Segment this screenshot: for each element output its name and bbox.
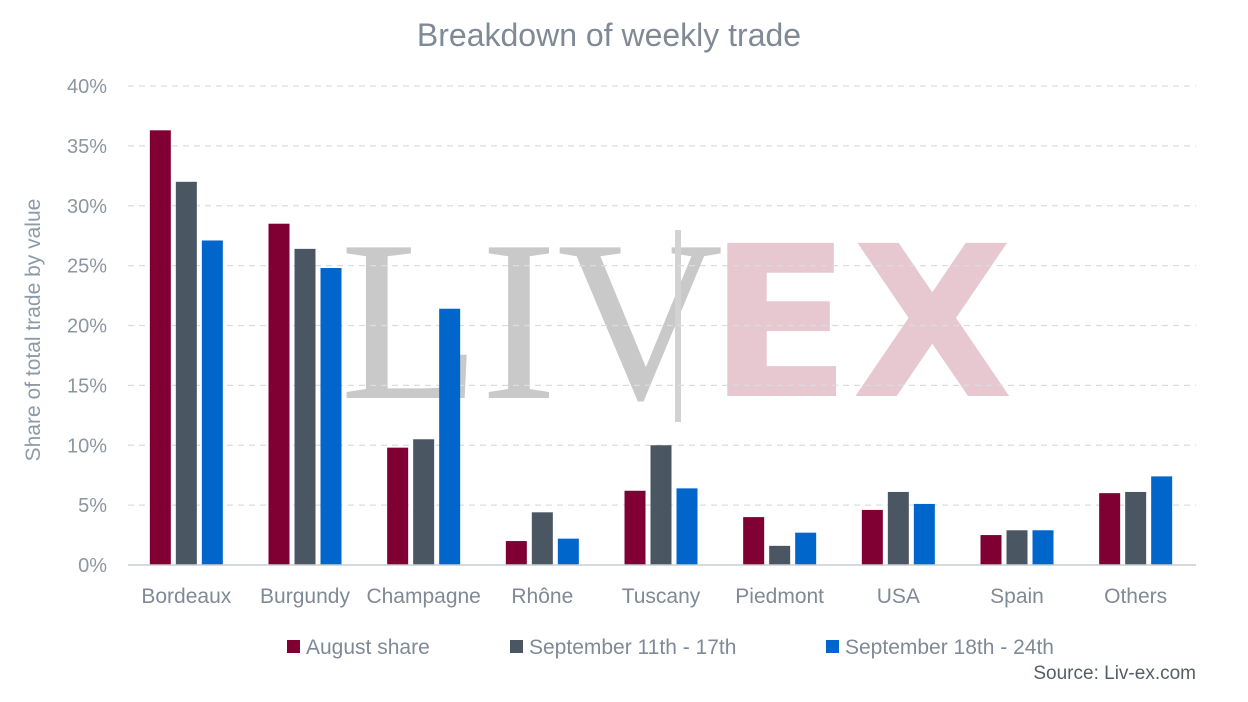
- y-tick-label: 0%: [78, 555, 107, 577]
- bar-burgundy-series-2: [294, 248, 316, 566]
- bar-bordeaux-series-1: [149, 130, 171, 565]
- bar-others-series-3: [1151, 476, 1173, 565]
- y-tick-label: 30%: [67, 196, 107, 218]
- bar-rhne-series-3: [557, 538, 579, 565]
- bar-tuscany-series-3: [676, 488, 698, 565]
- x-tick-label: Champagne: [366, 585, 480, 608]
- legend: August share September 11th - 17th Septemb…: [287, 636, 1054, 659]
- bar-piedmont-series-2: [769, 545, 791, 565]
- bar-champagne-series-3: [439, 308, 461, 565]
- bar-spain-series-3: [1032, 530, 1054, 565]
- legend-label: September 11th - 17th: [529, 636, 736, 659]
- bar-others-series-2: [1125, 491, 1147, 565]
- x-tick-label: Tuscany: [622, 585, 701, 608]
- y-tick-label: 10%: [67, 435, 107, 457]
- bars: [149, 130, 1173, 566]
- bar-champagne-series-2: [413, 439, 435, 565]
- x-tick-label: Rhône: [511, 585, 573, 608]
- bar-rhne-series-2: [531, 512, 553, 565]
- y-tick-label: 25%: [67, 256, 107, 278]
- x-axis-categories: Bordeaux Burgundy Champagne Rhône Tuscany Pie…: [141, 585, 1167, 608]
- watermark-ex: EX: [708, 201, 1013, 446]
- bar-tuscany-series-1: [624, 490, 646, 565]
- x-tick-label: Others: [1104, 585, 1167, 608]
- legend-label: August share: [306, 636, 430, 659]
- chart-title: Breakdown of weekly trade: [417, 17, 801, 53]
- legend-item: September 18th - 24th: [826, 636, 1054, 659]
- bar-rhne-series-1: [505, 541, 527, 565]
- legend-swatch: [826, 640, 839, 653]
- x-tick-label: Piedmont: [735, 585, 824, 608]
- legend-swatch: [287, 640, 300, 653]
- bar-bordeaux-series-2: [175, 181, 197, 566]
- bar-bordeaux-series-3: [201, 240, 223, 566]
- legend-label: September 18th - 24th: [845, 636, 1054, 659]
- y-tick-label: 35%: [67, 136, 107, 158]
- bar-tuscany-series-2: [650, 445, 672, 565]
- bar-champagne-series-1: [387, 447, 409, 565]
- y-tick-label: 20%: [67, 316, 107, 338]
- source-note: Source: Liv-ex.com: [1033, 663, 1196, 684]
- y-tick-label: 5%: [78, 495, 107, 517]
- bar-burgundy-series-3: [320, 268, 342, 565]
- y-tick-label: 15%: [67, 375, 107, 397]
- x-tick-label: USA: [877, 585, 920, 608]
- liv-ex-watermark: LIV EX: [340, 193, 1013, 448]
- bar-usa-series-2: [887, 491, 909, 565]
- bar-spain-series-2: [1006, 530, 1028, 565]
- bar-usa-series-3: [913, 503, 935, 565]
- x-tick-label: Burgundy: [260, 585, 350, 608]
- bar-spain-series-1: [980, 535, 1002, 565]
- y-tick-label: 40%: [67, 76, 107, 98]
- bar-burgundy-series-1: [268, 223, 290, 565]
- x-tick-label: Spain: [990, 585, 1044, 608]
- y-axis-ticks: 0% 5% 10% 15% 20% 25% 30% 35% 40%: [67, 76, 107, 577]
- bar-piedmont-series-1: [743, 517, 765, 565]
- legend-swatch: [510, 640, 523, 653]
- watermark-liv: LIV: [340, 193, 723, 448]
- bar-usa-series-1: [861, 509, 883, 565]
- bar-piedmont-series-3: [795, 532, 817, 565]
- x-tick-label: Bordeaux: [141, 585, 231, 608]
- bar-others-series-1: [1099, 493, 1121, 565]
- y-axis-label: Share of total trade by value: [22, 199, 45, 462]
- legend-item: August share: [287, 636, 430, 659]
- legend-item: September 11th - 17th: [510, 636, 736, 659]
